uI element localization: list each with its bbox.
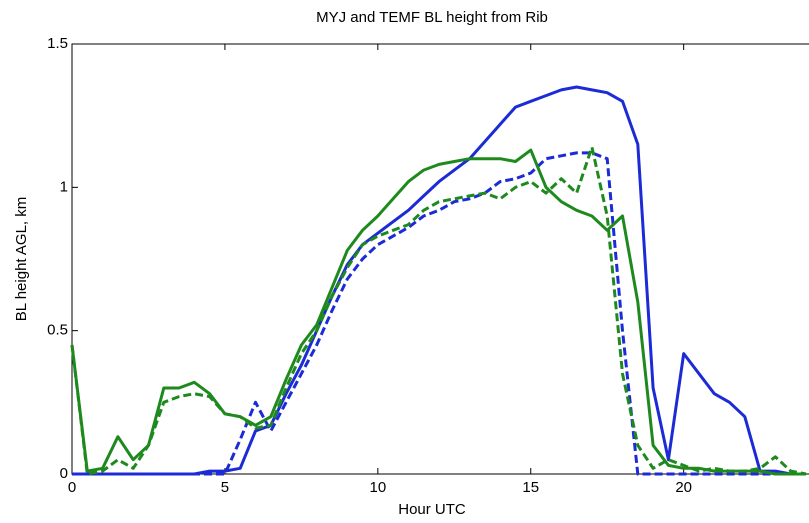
y-tick-label: 1.5 [47,35,68,52]
y-axis-label: BL height AGL, km [13,197,30,322]
y-tick-label: 0.5 [47,322,68,339]
x-tick-label: 20 [675,479,692,496]
series-line [70,148,806,476]
x-axis-label: Hour UTC [398,501,466,518]
series-line [72,151,806,476]
chart-title: MYJ and TEMF BL height from Rib [316,9,548,26]
x-tick-label: 0 [68,479,76,496]
x-tick-label: 5 [221,479,229,496]
y-tick-label: 1 [60,178,68,195]
series-line [70,145,807,476]
plot-frame [71,43,809,475]
x-tick-label: 10 [369,479,386,496]
y-tick-label: 0 [60,465,68,482]
x-tick-label: 15 [522,479,539,496]
